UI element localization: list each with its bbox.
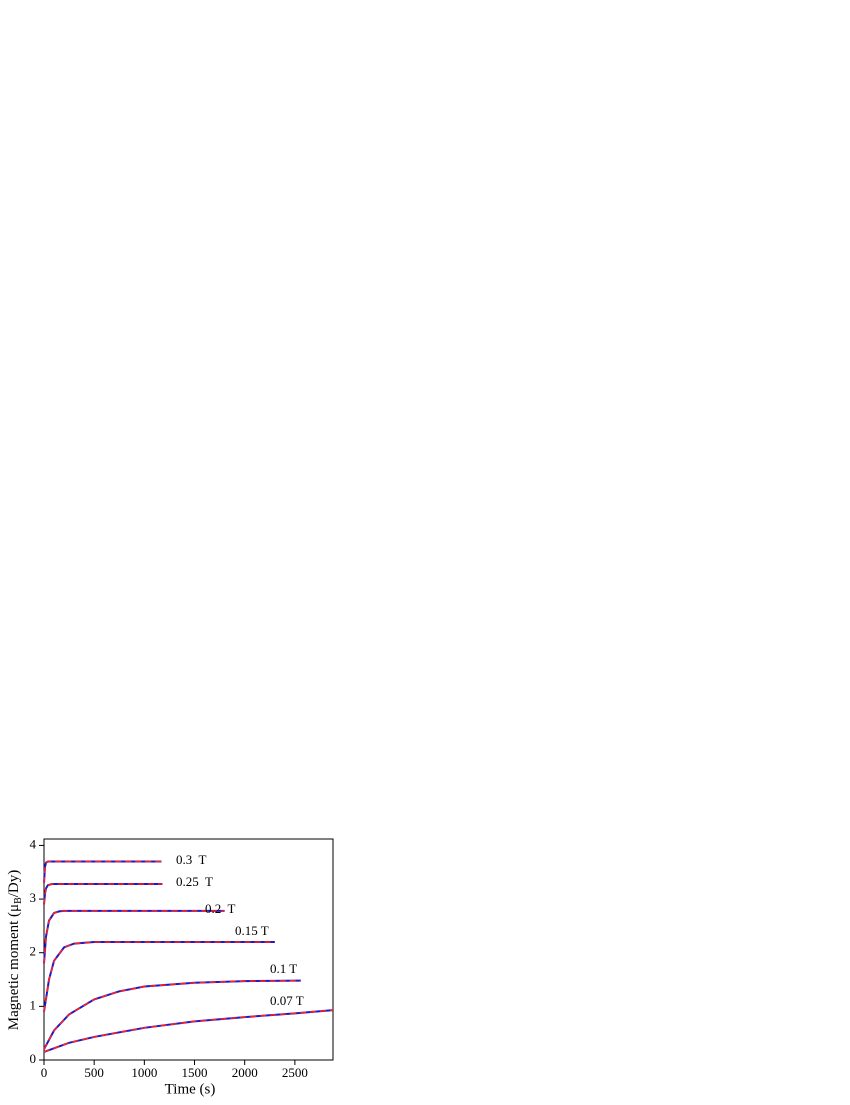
y-label-sub: B bbox=[13, 897, 24, 904]
data-line bbox=[43, 940, 275, 1012]
data-line bbox=[43, 883, 163, 905]
y-axis-label: Magnetic moment (μB/Dy) bbox=[6, 870, 24, 1031]
fit-line bbox=[43, 1009, 334, 1053]
y-label-part: /Dy) bbox=[6, 870, 22, 898]
y-tick-label: 4 bbox=[30, 836, 37, 851]
fit-line bbox=[43, 860, 162, 884]
y-tick-label: 1 bbox=[30, 997, 37, 1012]
x-tick-label: 1500 bbox=[182, 1065, 208, 1080]
series-label: 0.15 T bbox=[235, 923, 269, 938]
x-tick-label: 500 bbox=[84, 1065, 104, 1080]
data-line bbox=[43, 979, 301, 1050]
data-line bbox=[43, 1009, 334, 1053]
y-tick-label: 2 bbox=[30, 944, 37, 959]
series-label: 0.2 T bbox=[205, 901, 236, 916]
plot-frame bbox=[43, 838, 334, 1061]
series-label: 0.07 T bbox=[270, 993, 304, 1008]
series-label: 0.25 T bbox=[176, 874, 213, 889]
data-line bbox=[43, 909, 225, 964]
y-tick-label: 3 bbox=[30, 890, 37, 905]
y-tick-label: 0 bbox=[30, 1051, 37, 1066]
x-tick-label: 2000 bbox=[232, 1065, 258, 1080]
y-label-part: Magnetic moment (μ bbox=[6, 904, 22, 1030]
x-tick-label: 1000 bbox=[131, 1065, 157, 1080]
x-tick-label: 2500 bbox=[282, 1065, 308, 1080]
x-tick-label: 0 bbox=[41, 1065, 48, 1080]
series-label: 0.1 T bbox=[270, 961, 297, 976]
x-axis-label: Time (s) bbox=[165, 1081, 216, 1097]
data-line bbox=[43, 860, 162, 884]
series-label: 0.3 T bbox=[176, 852, 207, 867]
fit-line bbox=[43, 910, 225, 964]
fit-line bbox=[43, 941, 275, 1012]
fit-line bbox=[43, 883, 163, 905]
